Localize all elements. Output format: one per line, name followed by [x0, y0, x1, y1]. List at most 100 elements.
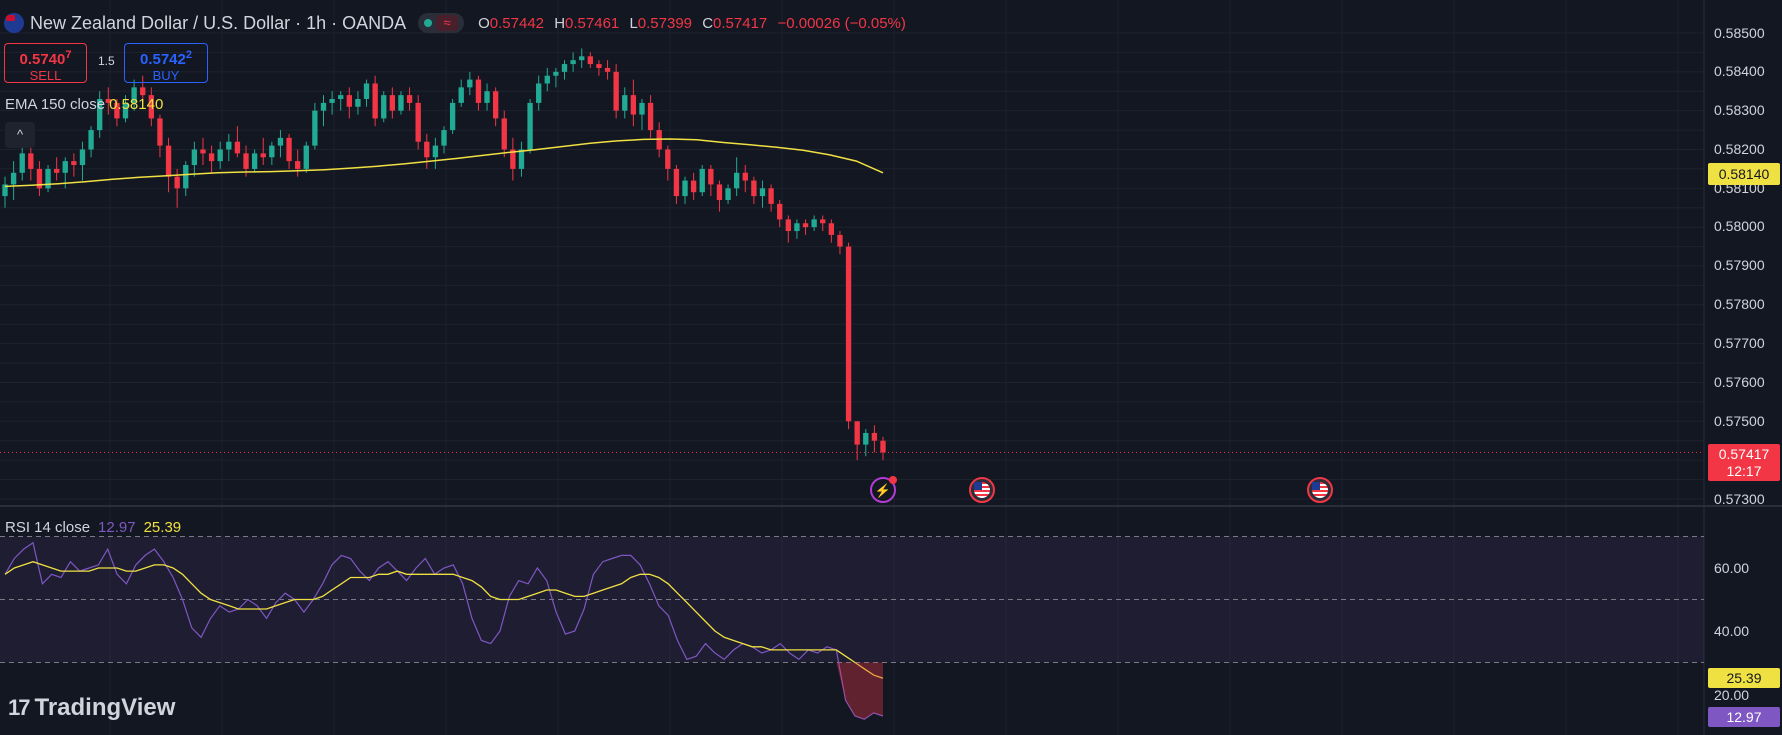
rsi-value-tag: 12.97 [1708, 707, 1780, 727]
candle-body [148, 95, 155, 119]
candle-body [449, 102, 456, 131]
ema-legend-value: 0.58140 [109, 96, 164, 113]
candle-body [226, 141, 232, 150]
candle-body [682, 180, 688, 197]
candle-body [759, 188, 766, 197]
candle-body [10, 172, 17, 185]
candle-body [131, 87, 137, 103]
rsi-tick: 20.00 [1714, 687, 1750, 703]
candle-body [871, 432, 878, 441]
candle-body [217, 149, 223, 162]
close-label: C [702, 14, 714, 32]
symbol-header: New Zealand Dollar / U.S. Dollar · 1h · … [4, 10, 912, 36]
candle-body [251, 153, 258, 169]
candle-body [88, 130, 94, 150]
ohlc-values: O0.57442 H0.57461 L0.57399 C0.57417 −0.0… [478, 15, 912, 32]
price-tick: 0.58300 [1714, 102, 1765, 118]
market-open-dot-icon [424, 19, 433, 27]
candle-body [303, 145, 309, 169]
candle-body [71, 161, 77, 166]
price-tick: 0.57800 [1714, 296, 1765, 312]
open-label: O [478, 14, 490, 32]
price-tick: 0.57500 [1714, 413, 1765, 429]
candle-body [742, 172, 748, 181]
candle-body [286, 137, 292, 162]
candle-body [114, 102, 120, 119]
rsi-oversold-fill [836, 662, 883, 720]
candle-body [785, 219, 791, 232]
low-value: 0.57399 [637, 14, 693, 32]
candle-body [733, 172, 740, 189]
us-economic-event-icon[interactable] [969, 477, 995, 503]
candle-body [200, 149, 206, 154]
candle-body [639, 102, 645, 115]
candle-body [613, 71, 619, 111]
candle-body [647, 102, 654, 131]
candle-body [699, 168, 705, 193]
candle-body [587, 56, 594, 65]
candle-body [260, 153, 266, 158]
candle-body [777, 203, 783, 220]
ema-legend[interactable]: EMA 150 close 0.58140 [5, 96, 163, 113]
candle-body [157, 118, 163, 146]
candle-body [467, 79, 473, 88]
sell-button[interactable]: 0.57407 SELL [4, 43, 87, 83]
candle-body [62, 161, 68, 173]
collapse-legend-button[interactable]: ^ [5, 122, 35, 148]
rsi-ma-legend-value: 25.39 [143, 519, 182, 536]
rsi-tick: 40.00 [1714, 623, 1750, 639]
wave-icon: ≈ [436, 15, 459, 31]
low-label: L [629, 14, 638, 32]
candle-body [518, 149, 525, 169]
candle-body [191, 149, 198, 166]
bar-countdown: 12:17 [1726, 463, 1762, 479]
candle-body [329, 99, 335, 103]
candle-body [708, 168, 714, 185]
candle-body [53, 168, 60, 173]
rsi-ma-line [4, 561, 884, 679]
candle-body [165, 145, 172, 177]
candle-body [690, 180, 697, 193]
tradingview-logo[interactable]: 17 TradingView [8, 694, 175, 722]
price-tick: 0.58400 [1714, 63, 1765, 79]
candle-body [79, 149, 86, 166]
tradingview-mark-icon: 17 [8, 695, 31, 720]
candle-body [424, 141, 430, 158]
candle-body [122, 102, 129, 119]
price-tick: 0.57300 [1714, 491, 1765, 507]
candle-body [622, 95, 628, 111]
candle-body [768, 188, 774, 204]
price-tick: 0.58500 [1714, 25, 1765, 41]
candle-body [544, 75, 550, 84]
candle-body [811, 219, 817, 228]
market-status-pill[interactable]: ≈ [418, 13, 465, 33]
last-price-tag: 0.57417 12:17 [1708, 444, 1780, 481]
high-label: H [554, 14, 566, 32]
rsi-legend[interactable]: RSI 14 close 12.97 25.39 [5, 519, 181, 536]
sell-price: 0.57407 [19, 49, 72, 68]
price-tick: 0.57700 [1714, 335, 1765, 351]
candle-body [484, 91, 490, 103]
candle-body [363, 83, 370, 100]
candle-body [828, 223, 835, 235]
candle-body [338, 95, 344, 100]
price-tick: 0.58000 [1714, 218, 1765, 234]
candle-body [475, 79, 482, 103]
candle-body [845, 246, 852, 422]
ema-legend-label: EMA 150 close [5, 96, 106, 113]
candle-body [553, 71, 559, 76]
buy-price: 0.57422 [139, 49, 192, 68]
price-change: −0.00026 (−0.05%) [777, 14, 906, 32]
buy-button[interactable]: 0.57422 BUY [124, 43, 208, 83]
price-tick: 0.58200 [1714, 141, 1765, 157]
candle-body [665, 149, 671, 169]
open-value: 0.57442 [489, 14, 545, 32]
lightning-event-icon[interactable]: ⚡ [870, 476, 897, 503]
candle-body [19, 153, 25, 173]
candle-body [234, 141, 241, 154]
symbol-title[interactable]: New Zealand Dollar / U.S. Dollar · 1h · … [30, 12, 407, 33]
us-economic-event-icon[interactable] [1307, 477, 1333, 503]
candle-body [406, 95, 413, 103]
candle-body [570, 60, 576, 65]
